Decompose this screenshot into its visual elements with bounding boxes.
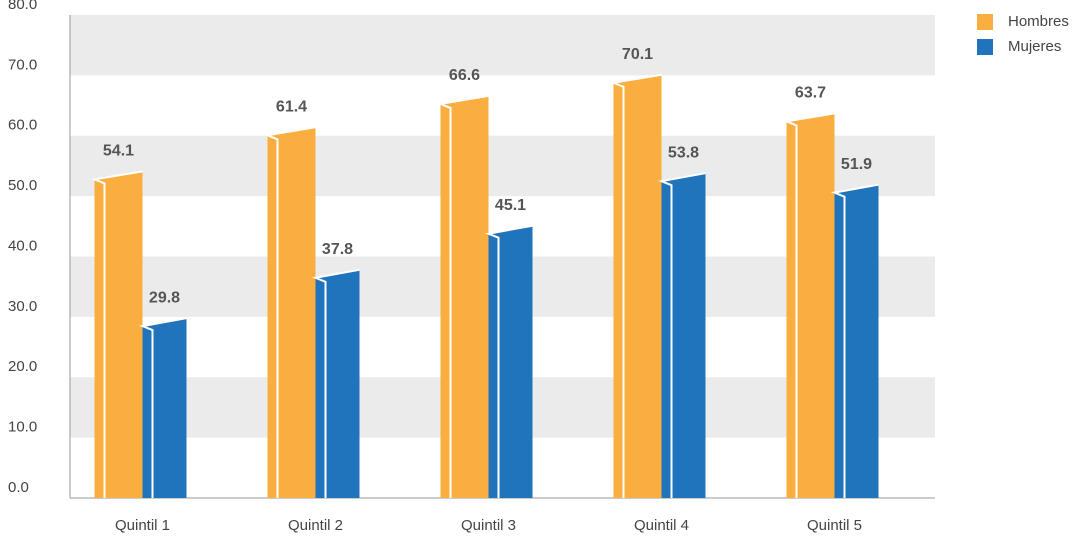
- y-tick-label: 40.0: [8, 237, 37, 254]
- x-tick-label: Quintil 3: [461, 517, 516, 534]
- y-tick-label: 30.0: [8, 298, 37, 315]
- x-tick-label: Quintil 5: [807, 517, 862, 534]
- bar: [315, 269, 360, 498]
- x-tick-label: Quintil 1: [115, 517, 170, 534]
- value-label: 37.8: [322, 241, 353, 258]
- value-label: 70.1: [622, 46, 653, 63]
- bar-bevel: [311, 268, 360, 498]
- bar: [267, 127, 316, 499]
- legend-swatch: [977, 39, 993, 55]
- bar-bevel: [90, 170, 143, 498]
- bar-bevel: [263, 126, 316, 498]
- y-tick-label: 80.0: [8, 0, 37, 13]
- legend-swatch: [977, 14, 993, 30]
- bar: [613, 74, 662, 499]
- bar-bevel: [138, 317, 187, 498]
- y-tick-label: 50.0: [8, 177, 37, 194]
- y-tick-label: 0.0: [8, 479, 29, 496]
- x-tick-label: Quintil 2: [288, 517, 343, 534]
- value-label: 61.4: [276, 99, 307, 116]
- value-label: 53.8: [668, 144, 699, 161]
- bar-bevel: [782, 112, 835, 498]
- bar: [440, 95, 489, 498]
- bar: [94, 171, 143, 498]
- y-tick-label: 70.0: [8, 56, 37, 73]
- bar-bevel: [609, 73, 662, 498]
- value-label: 29.8: [149, 289, 180, 306]
- value-label: 63.7: [795, 85, 826, 102]
- bar: [786, 113, 835, 498]
- grid-band: [70, 15, 935, 76]
- bar: [488, 225, 533, 499]
- value-label: 45.1: [495, 197, 526, 214]
- bar: [661, 173, 706, 498]
- legend-label: Hombres: [1008, 13, 1069, 30]
- legend-label: Mujeres: [1008, 38, 1061, 55]
- y-tick-label: 60.0: [8, 117, 37, 134]
- y-tick-label: 20.0: [8, 358, 37, 375]
- bar-bevel: [830, 183, 879, 498]
- x-tick-label: Quintil 4: [634, 517, 689, 534]
- bar-bevel: [436, 94, 489, 498]
- value-label: 54.1: [103, 143, 134, 160]
- value-label: 66.6: [449, 67, 480, 84]
- bar: [142, 318, 187, 498]
- value-label: 51.9: [841, 156, 872, 173]
- y-tick-label: 10.0: [8, 419, 37, 436]
- bar-bevel: [484, 224, 533, 498]
- bar-bevel: [657, 172, 706, 498]
- bar: [834, 184, 879, 498]
